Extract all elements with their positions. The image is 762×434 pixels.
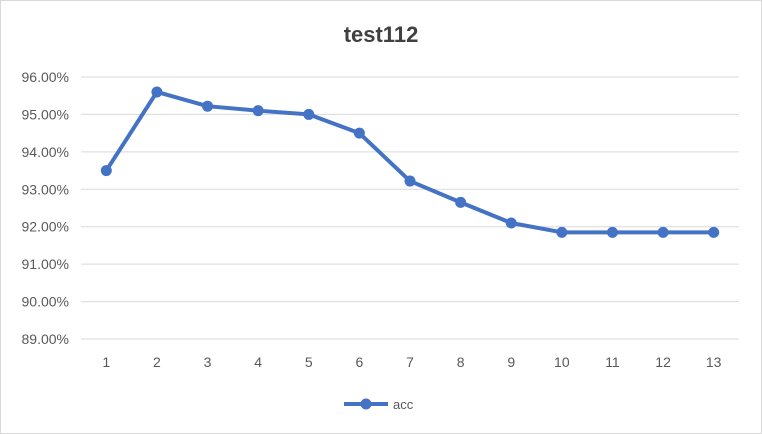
data-point — [151, 86, 163, 98]
x-tick-label: 7 — [406, 354, 414, 370]
data-point — [404, 175, 416, 187]
y-tick-label: 90.00% — [22, 294, 69, 310]
x-tick-label: 3 — [204, 354, 212, 370]
y-tick-label: 91.00% — [22, 256, 69, 272]
x-axis-ticks: 1 2 3 4 5 6 7 8 9 10 11 12 13 — [102, 354, 721, 370]
data-point — [353, 127, 365, 139]
x-tick-label: 12 — [655, 354, 671, 370]
data-point — [455, 196, 467, 208]
data-point — [252, 105, 264, 117]
y-tick-label: 94.00% — [22, 144, 69, 160]
y-axis-ticks: 89.00% 90.00% 91.00% 92.00% 93.00% 94.00% 95.0… — [22, 69, 69, 347]
legend: acc — [344, 397, 414, 412]
legend-label: acc — [393, 397, 414, 412]
data-point — [556, 226, 568, 238]
y-tick-label: 95.00% — [22, 106, 69, 122]
x-tick-label: 4 — [254, 354, 262, 370]
x-tick-label: 1 — [102, 354, 110, 370]
legend-marker — [360, 398, 372, 410]
y-tick-label: 89.00% — [22, 331, 69, 347]
data-point — [708, 226, 720, 238]
x-tick-label: 8 — [457, 354, 465, 370]
x-tick-label: 11 — [605, 354, 620, 370]
x-tick-label: 13 — [706, 354, 722, 370]
y-tick-label: 92.00% — [22, 219, 69, 235]
x-tick-label: 10 — [554, 354, 570, 370]
x-tick-label: 5 — [305, 354, 313, 370]
x-tick-label: 6 — [355, 354, 363, 370]
data-point — [505, 217, 517, 229]
data-point — [606, 226, 618, 238]
data-point — [303, 108, 315, 120]
data-point — [657, 226, 669, 238]
gridlines — [81, 76, 739, 340]
y-tick-label: 96.00% — [22, 69, 69, 85]
x-tick-label: 9 — [507, 354, 515, 370]
series-line-acc — [104, 89, 716, 235]
series-group — [100, 86, 720, 238]
data-point — [100, 165, 112, 177]
x-tick-label: 2 — [153, 354, 161, 370]
chart-title: test112 — [344, 22, 419, 47]
data-point — [202, 100, 214, 112]
y-tick-label: 93.00% — [22, 181, 69, 197]
